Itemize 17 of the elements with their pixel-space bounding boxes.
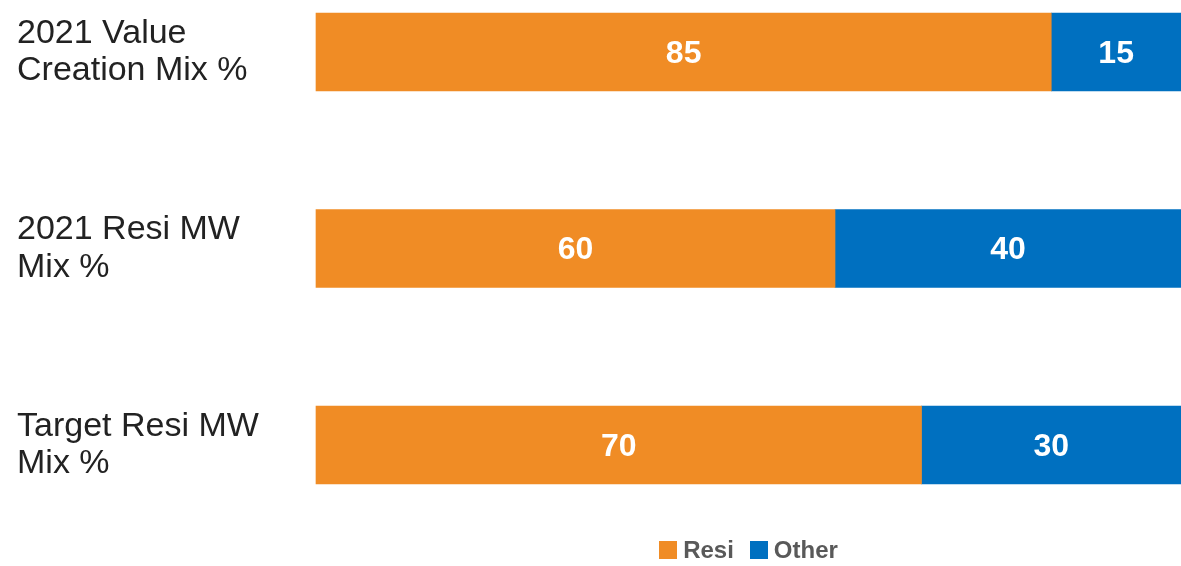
y-tick-label: Target Resi MW Mix % (17, 404, 259, 481)
data-label: 85 (665, 33, 702, 70)
data-label: 15 (1098, 33, 1134, 70)
bar (315, 12, 1052, 92)
bar (315, 209, 836, 288)
y-tick-label: 2021 Resi MW Mix % (17, 208, 240, 284)
bar (834, 209, 1181, 288)
legend-label: Resi (683, 536, 734, 564)
bar (315, 405, 922, 485)
y-tick-label: 2021 Value Creation Mix % (17, 11, 248, 88)
legend-label: Other (773, 536, 838, 564)
bar (1050, 12, 1181, 92)
data-label: 60 (557, 230, 594, 267)
data-label: 40 (990, 230, 1026, 267)
bar (921, 405, 1181, 485)
data-label: 70 (600, 426, 637, 463)
data-label: 30 (1033, 426, 1070, 463)
